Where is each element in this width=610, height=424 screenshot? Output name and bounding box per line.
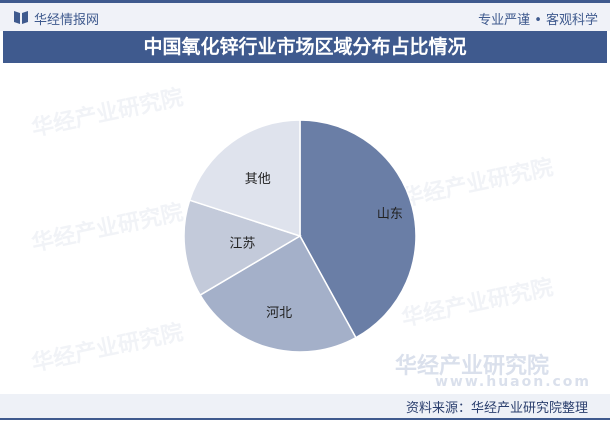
footer: 资料来源：华经产业研究院整理 bbox=[0, 394, 610, 420]
pie-slice-3 bbox=[188, 119, 301, 238]
pie-slice-2 bbox=[183, 199, 302, 297]
header: 华经情报网 专业严谨 • 客观科学 bbox=[0, 3, 610, 31]
pie-slice-1 bbox=[199, 234, 357, 353]
slice-label: 河北 bbox=[266, 306, 292, 321]
slice-label: 其他 bbox=[245, 172, 271, 187]
pie-slice-0 bbox=[299, 119, 417, 339]
watermark-logo-text: 华经产业研究院 bbox=[395, 354, 550, 379]
source-note: 资料来源：华经产业研究院整理 bbox=[405, 401, 588, 416]
brand-name: 华经情报网 bbox=[34, 13, 100, 28]
slogan: 专业严谨 • 客观科学 bbox=[478, 13, 598, 28]
top-border bbox=[0, 0, 610, 3]
slice-label: 江苏 bbox=[229, 235, 255, 251]
logo-icon bbox=[14, 11, 28, 24]
chart-title: 中国氧化锌行业市场区域分布占比情况 bbox=[3, 31, 607, 63]
slice-label: 山东 bbox=[377, 207, 403, 222]
watermark-url: www.huaon.com bbox=[435, 374, 592, 390]
